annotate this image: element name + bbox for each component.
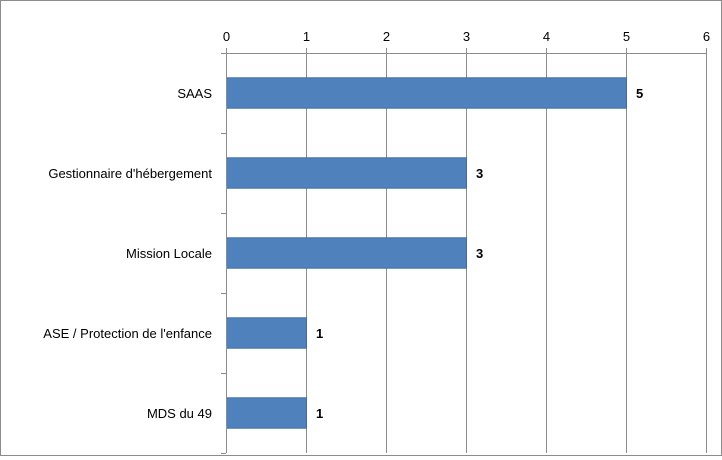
bar-0: [226, 77, 627, 109]
category-label: SAAS: [177, 86, 212, 101]
data-label: 3: [476, 166, 483, 181]
x-tick-label: 6: [703, 29, 710, 44]
data-label: 3: [476, 246, 483, 261]
labels: 0 1 2 3 4 5 6 SAAS 5 Gestionnaire d'hébergement 3 M…: [43, 29, 710, 421]
data-label: 1: [316, 326, 323, 341]
x-tick-label: 0: [223, 29, 230, 44]
bar-4: [226, 397, 307, 429]
bar-3: [226, 317, 307, 349]
category-label: Gestionnaire d'hébergement: [48, 166, 212, 181]
data-label: 5: [636, 86, 643, 101]
x-tick-label: 3: [463, 29, 470, 44]
data-label: 1: [316, 406, 323, 421]
axes: [221, 48, 707, 454]
category-label: MDS du 49: [147, 406, 212, 421]
category-label: Mission Locale: [126, 246, 212, 261]
x-tick-label: 1: [303, 29, 310, 44]
x-tick-label: 2: [383, 29, 390, 44]
bar-1: [226, 157, 467, 189]
bar-2: [226, 237, 467, 269]
bars: [226, 77, 627, 429]
category-label: ASE / Protection de l'enfance: [43, 326, 212, 341]
x-tick-label: 4: [543, 29, 550, 44]
x-tick-label: 5: [623, 29, 630, 44]
